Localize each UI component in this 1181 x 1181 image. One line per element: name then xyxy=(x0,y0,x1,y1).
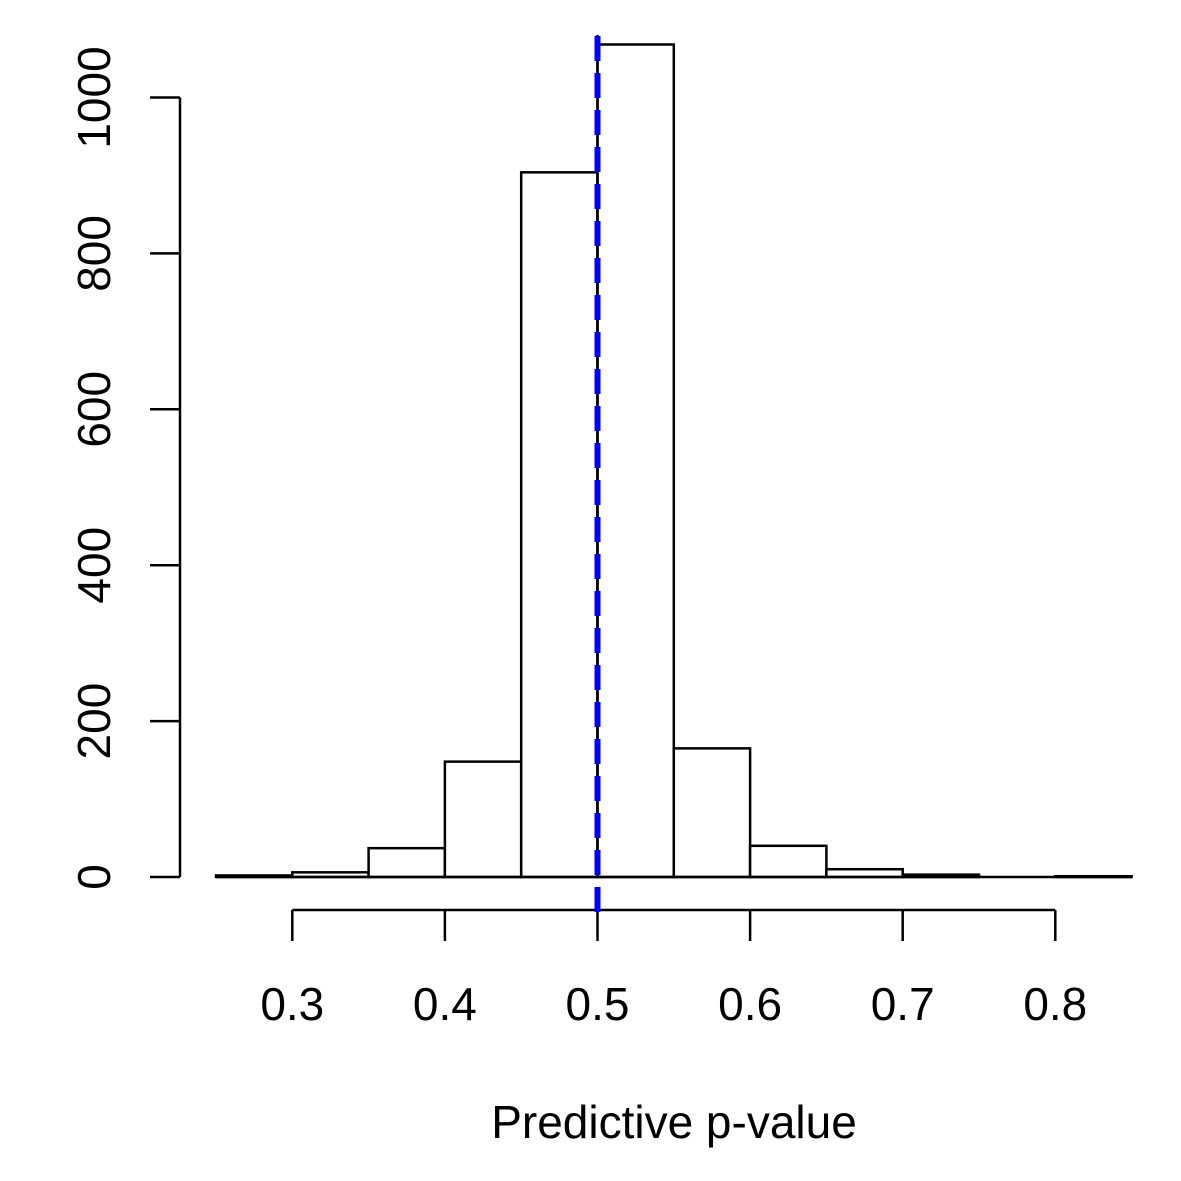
y-axis: 0 200 400 600 800 1000 xyxy=(68,46,182,890)
histogram-bar xyxy=(596,43,676,879)
histogram-bar xyxy=(672,747,752,879)
bars-group xyxy=(214,43,1133,879)
x-axis: 0.3 0.4 0.5 0.6 0.7 0.8 xyxy=(260,908,1087,1030)
x-axis-label: Predictive p-value xyxy=(491,1096,857,1148)
y-tick-label: 800 xyxy=(68,215,120,292)
y-tick-label: 400 xyxy=(68,527,120,604)
histogram-bar xyxy=(367,846,447,879)
histogram-bar xyxy=(519,171,599,879)
y-tick-label: 600 xyxy=(68,371,120,448)
y-tick-label: 200 xyxy=(68,683,120,760)
x-tick-label: 0.7 xyxy=(871,978,935,1030)
x-tick-label: 0.3 xyxy=(260,978,324,1030)
histogram-bar xyxy=(748,844,828,879)
y-tick-label: 1000 xyxy=(68,46,120,148)
x-tick-label: 0.4 xyxy=(413,978,477,1030)
x-tick-label: 0.8 xyxy=(1023,978,1087,1030)
histogram-bar xyxy=(443,760,523,879)
y-tick-label: 0 xyxy=(68,864,120,890)
x-tick-label: 0.5 xyxy=(566,978,630,1030)
x-tick-label: 0.6 xyxy=(718,978,782,1030)
